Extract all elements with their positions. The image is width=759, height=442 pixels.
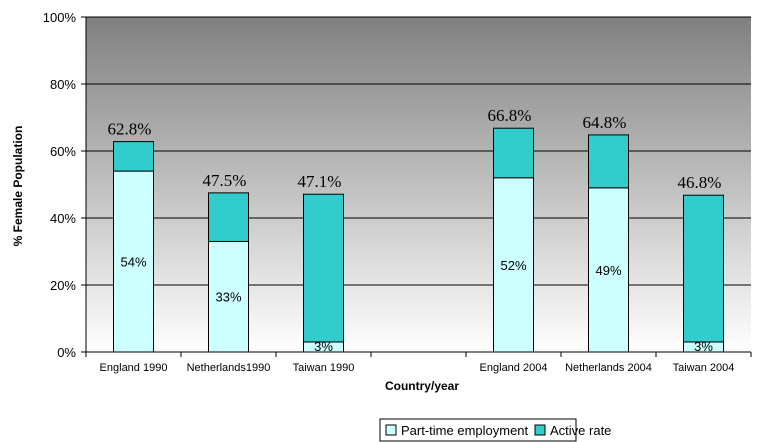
y-tick-label: 80% [50,77,76,92]
x-tick-label: Taiwan 2004 [673,362,735,374]
data-label-total: 46.8% [678,173,722,192]
x-tick-label: Netherlands1990 [187,362,271,374]
legend-label: Part-time employment [401,423,529,438]
data-label-part-time: 3% [694,339,713,354]
data-label-total: 66.8% [488,106,532,125]
bar-part-time-employment [493,177,534,353]
y-axis-ticks: 0% 20% 40% 60% 80% 100% [43,10,86,360]
data-label-total: 64.8% [583,113,627,132]
y-tick-label: 20% [50,278,76,293]
x-tick-label: England 2004 [480,362,548,374]
data-label-part-time: 54% [120,255,146,270]
x-tick-label: England 1990 [100,362,168,374]
data-label-part-time: 52% [500,258,526,273]
bar-part-time-employment [113,170,154,353]
data-label-total: 47.1% [298,172,342,191]
bar-active-rate [493,127,534,179]
data-label-part-time: 33% [215,290,241,305]
legend-swatch [385,424,397,436]
y-tick-label: 0% [57,345,76,360]
bar-active-rate [303,193,344,343]
legend-label: Active rate [550,423,611,438]
bar-active-rate [113,141,154,172]
y-tick-label: 60% [50,144,76,159]
y-axis-title: % Female Population [11,126,25,247]
legend-swatch [534,424,546,436]
x-tick-label: Netherlands 2004 [565,362,652,374]
data-label-part-time: 49% [595,263,621,278]
bar-active-rate [208,192,249,242]
x-tick-label: Taiwan 1990 [293,362,355,374]
plot-area [86,17,751,352]
x-axis-ticks: England 1990 Netherlands1990 Taiwan 1990 En… [85,352,752,374]
legend-box [379,418,577,442]
y-tick-label: 40% [50,211,76,226]
data-label-total: 47.5% [203,171,247,190]
bar-active-rate [588,134,629,189]
bar-part-time-employment [208,240,249,353]
legend: Part-time employment Active rate [379,418,611,442]
bars: 54% 62.8% 33% 47.5% 3% 47.1% 52% 66.8% 49% 64.8% 3… [108,106,724,354]
data-label-total: 62.8% [108,120,152,139]
bar-active-rate [683,194,724,343]
x-axis-title: Country/year [385,379,459,393]
gridlines [86,16,751,286]
data-label-part-time: 3% [314,339,333,354]
y-tick-label: 100% [43,10,77,25]
